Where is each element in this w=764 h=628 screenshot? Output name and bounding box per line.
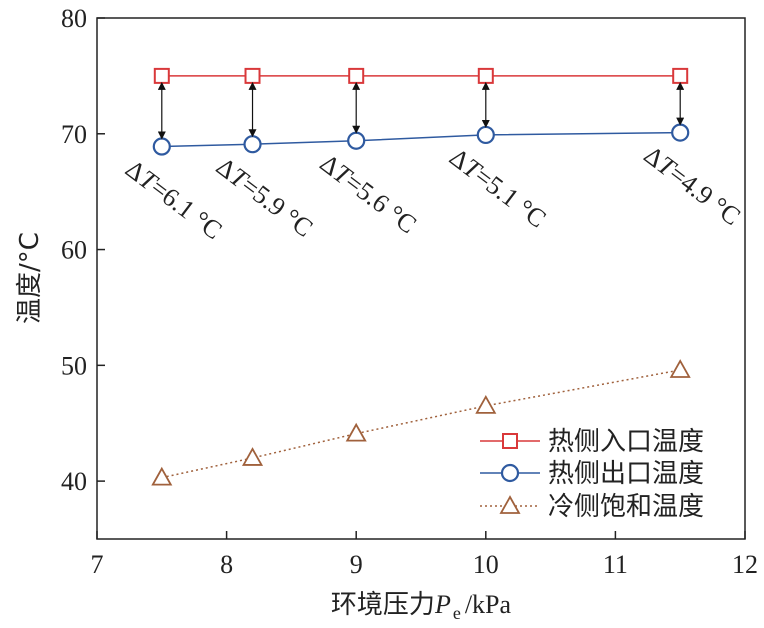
data-point-square [153,67,170,84]
data-point-square [477,67,494,84]
delta-t-label: ΔT=6.1 °C [120,154,227,245]
data-point-triangle [241,447,264,466]
delta-value: =4.9 °C [664,159,746,231]
x-tick-label: 10 [473,550,499,579]
series-line [161,369,681,479]
series-square [153,67,689,84]
legend-item-hot-inlet: 热侧入口温度 [480,427,704,457]
delta-value: =5.1 °C [469,161,551,233]
legend-label-hot-outlet: 热侧出口温度 [548,459,704,489]
data-point-circle [347,131,366,150]
y-axis-title: 温度/°C [15,232,45,324]
data-point-triangle [475,395,497,414]
legend-marker-square [502,433,518,449]
data-point-triangle [669,359,691,378]
legend-marker-circle [500,463,520,483]
delta-t-annotations: ΔT=6.1 °CΔT=5.9 °CΔT=5.6 °CΔT=5.1 °C ΔT=4… [120,81,746,245]
x-tick-label: 11 [603,550,628,579]
delta-t-label: ΔT=4.9 °C [639,140,746,231]
y-tick-label: 60 [61,236,87,265]
legend-marker-triangle [499,495,521,514]
x-axis-title-variable: P [434,590,451,619]
y-tick-label: 80 [61,4,87,33]
x-axis-title-prefix: 环境压力 [331,590,435,620]
data-point-circle [152,137,171,156]
x-axis-title-subscript: e [453,603,461,623]
legend-item-hot-outlet: 热侧出口温度 [480,459,704,489]
data-point-circle [243,135,262,154]
x-axis: 7 8 9 10 11 12 [91,531,758,579]
x-tick-label: 8 [220,550,233,579]
y-axis: 40 50 60 70 80 [61,4,105,496]
delta-value: =5.6 °C [340,167,422,239]
legend-label-cold-saturation: 冷侧饱和温度 [548,492,704,522]
legend: 热侧入口温度 热侧出口温度 冷侧饱和温度 [480,427,704,522]
data-point-triangle [345,422,367,442]
x-tick-label: 9 [350,550,363,579]
delta-t-label: ΔT=5.1 °C [444,143,551,234]
delta-t-label: ΔT=5.9 °C [211,152,318,243]
x-axis-title-unit: /kPa [465,590,512,619]
y-tick-label: 40 [61,467,87,496]
data-point-triangle [151,466,173,486]
y-tick-label: 70 [61,120,87,149]
series-circle [152,123,690,156]
data-point-square [244,67,261,84]
series-triangle [151,359,691,486]
delta-t-label: ΔT=5.6 °C [315,148,422,239]
legend-label-hot-inlet: 热侧入口温度 [548,427,704,457]
x-tick-label: 12 [732,550,758,579]
data-point-square [672,67,689,84]
series-layer [151,67,691,486]
data-point-circle [671,123,690,142]
y-tick-label: 50 [61,351,87,380]
delta-value: =6.1 °C [145,173,227,245]
data-point-circle [476,125,495,145]
legend-item-cold-saturation: 冷侧饱和温度 [480,492,704,522]
series-line [161,131,681,148]
data-point-square [348,67,365,84]
plot-area-frame [96,17,746,540]
x-axis-title: 环境压力P e/kPa [331,590,512,623]
x-tick-label: 7 [91,550,104,579]
delta-value: =5.9 °C [236,171,318,243]
